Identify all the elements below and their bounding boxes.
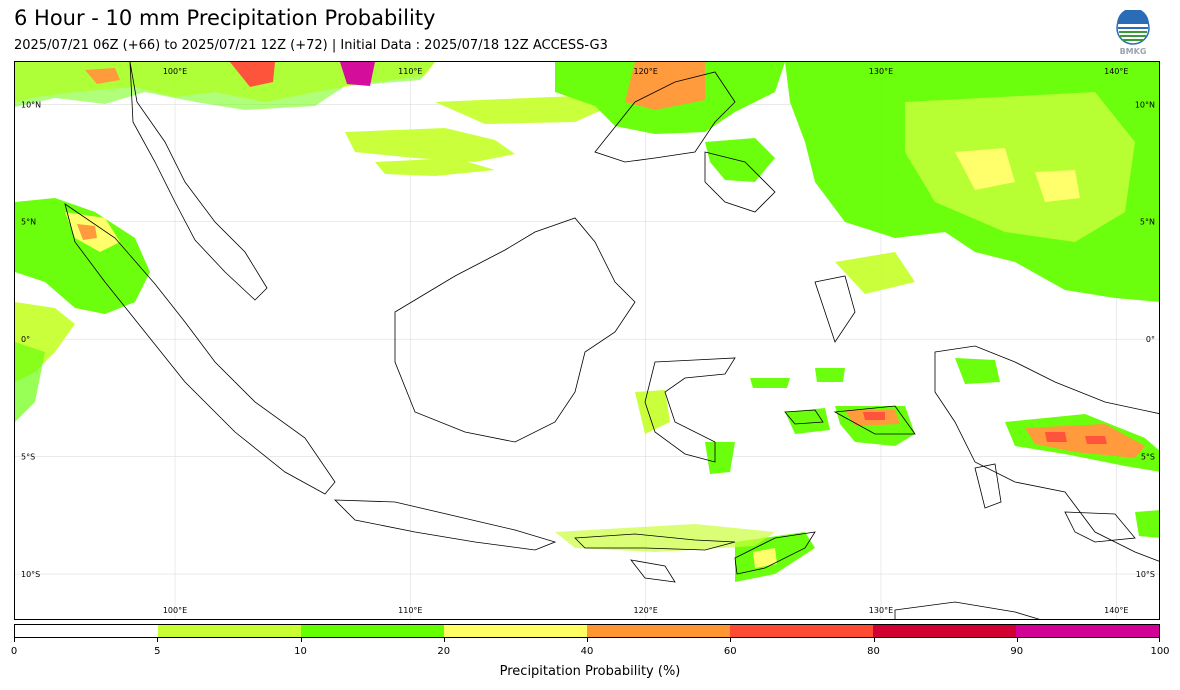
svg-text:BMKG: BMKG: [1120, 47, 1147, 56]
colorbar-tick: [873, 638, 875, 642]
colorbar-segment: [301, 625, 444, 637]
colorbar-tick-label: 0: [10, 646, 18, 657]
colorbar-ticks: 0 5 10 20 40 60 80 90 100: [10, 638, 1170, 658]
lat-label-left: 10°N: [21, 100, 41, 109]
lat-label-left: 0°: [21, 335, 30, 344]
lat-label-right: 10°S: [1136, 570, 1155, 579]
colorbar-tick: [587, 638, 588, 642]
colorbar-segment: [730, 625, 873, 637]
lon-label-top: 110°E: [398, 67, 422, 76]
lon-label-bottom: 120°E: [633, 606, 657, 615]
colorbar-tick: [300, 638, 302, 642]
lon-label-bottom: 100°E: [163, 606, 187, 615]
lon-label-bottom: 130°E: [869, 606, 893, 615]
lat-label-left: 5°S: [21, 453, 35, 462]
lon-label-top: 140°E: [1104, 67, 1128, 76]
lat-label-right: 0°: [1146, 335, 1155, 344]
colorbar: [14, 624, 1160, 638]
colorbar-tick-label: 90: [1010, 646, 1024, 657]
colorbar-tick-label: 100: [1150, 646, 1170, 657]
colorbar-tick: [14, 638, 15, 642]
lon-label-top: 130°E: [869, 67, 893, 76]
colorbar-segment: [1016, 625, 1159, 637]
lon-label-top: 100°E: [163, 67, 187, 76]
map-subtitle: 2025/07/21 06Z (+66) to 2025/07/21 12Z (…: [14, 38, 608, 53]
colorbar-tick-label: 40: [580, 646, 594, 657]
precipitation-map[interactable]: 100°E 100°E 110°E 110°E 120°E 120°E 130°E 130°E…: [14, 61, 1160, 620]
colorbar-segment: [158, 625, 301, 637]
colorbar-segment: [444, 625, 587, 637]
bmkg-logo-icon: BMKG: [1112, 8, 1154, 56]
colorbar-tick-label: 20: [437, 646, 451, 657]
lon-label-top: 120°E: [633, 67, 657, 76]
colorbar-tick: [1016, 638, 1018, 642]
colorbar-label: Precipitation Probability (%): [499, 664, 681, 679]
map-canvas: 100°E 100°E 110°E 110°E 120°E 120°E 130°E 130°E…: [15, 62, 1159, 619]
colorbar-segment: [587, 625, 730, 637]
colorbar-segment: [15, 625, 158, 637]
colorbar-tick: [443, 638, 445, 642]
lat-label-right: 5°N: [1140, 218, 1155, 227]
colorbar-tick-label: 60: [723, 646, 737, 657]
lat-label-left: 5°N: [21, 218, 36, 227]
lon-label-bottom: 140°E: [1104, 606, 1128, 615]
colorbar-segment: [873, 625, 1016, 637]
lat-label-right: 10°N: [1135, 100, 1155, 109]
lat-label-right: 5°S: [1141, 453, 1155, 462]
colorbar-tick-label: 5: [154, 646, 161, 657]
colorbar-tick-label: 10: [294, 646, 307, 657]
map-title: 6 Hour - 10 mm Precipitation Probability: [14, 6, 436, 30]
colorbar-tick-label: 80: [867, 646, 880, 657]
colorbar-tick: [1159, 638, 1160, 642]
lon-label-bottom: 110°E: [398, 606, 422, 615]
axis-labels: 100°E 100°E 110°E 110°E 120°E 120°E 130°E 130°E…: [21, 67, 1155, 615]
precipitation-field: [15, 62, 1159, 582]
colorbar-tick: [730, 638, 732, 642]
colorbar-tick: [157, 638, 159, 642]
coastlines: [64, 62, 1159, 619]
lat-label-left: 10°S: [21, 570, 40, 579]
